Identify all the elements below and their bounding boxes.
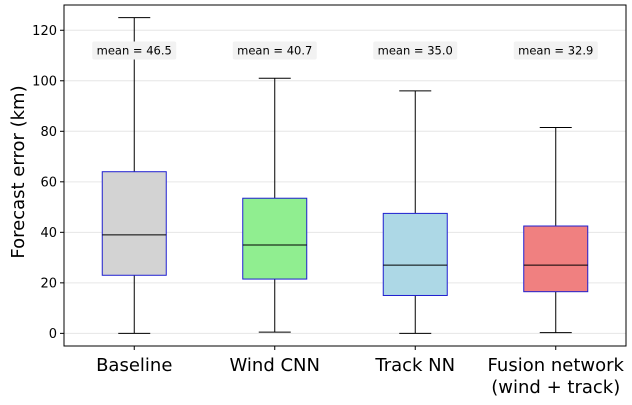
mean-label-bg <box>513 41 598 60</box>
mean-label-bg <box>92 41 177 60</box>
axis-layer: 0 20 40 60 80 100 120 Baseline Wind CNN Track NN F… <box>32 4 627 398</box>
mean-label-bg <box>373 41 458 60</box>
mean-label: mean = 32.9 <box>518 43 593 57</box>
box-group: mean = 46.5 <box>92 17 177 334</box>
box-iqr <box>523 225 589 293</box>
box-group: mean = 35.0 <box>373 41 458 334</box>
y-tick-label: 60 <box>40 175 57 190</box>
x-category-label: Wind CNN <box>230 355 320 376</box>
x-category-label: Track NN <box>374 355 455 376</box>
box-iqr <box>382 212 448 296</box>
box-group: mean = 32.9 <box>513 41 598 334</box>
y-tick-label: 100 <box>32 74 57 89</box>
y-axis-label: Forecast error (km) <box>8 85 29 258</box>
y-tick-label: 40 <box>40 226 57 241</box>
mean-label: mean = 35.0 <box>378 43 453 57</box>
x-category-label: (wind + track) <box>491 377 620 398</box>
y-tick-label: 20 <box>40 276 57 291</box>
box-iqr <box>242 197 308 280</box>
y-tick-label: 0 <box>49 327 57 342</box>
box-group: mean = 40.7 <box>232 41 317 333</box>
mean-label-bg <box>232 41 317 60</box>
x-category-label: Fusion network <box>488 355 625 376</box>
y-tick-label: 80 <box>40 125 57 140</box>
mean-label: mean = 46.5 <box>97 43 172 57</box>
plot-frame <box>63 4 627 347</box>
box-layer: mean = 46.5 mean = 40.7 mean = 35.0 mean = … <box>92 17 598 334</box>
box-iqr <box>101 171 167 276</box>
y-tick-label: 120 <box>32 24 57 39</box>
x-category-label: Baseline <box>96 355 172 376</box>
mean-label: mean = 40.7 <box>237 43 312 57</box>
